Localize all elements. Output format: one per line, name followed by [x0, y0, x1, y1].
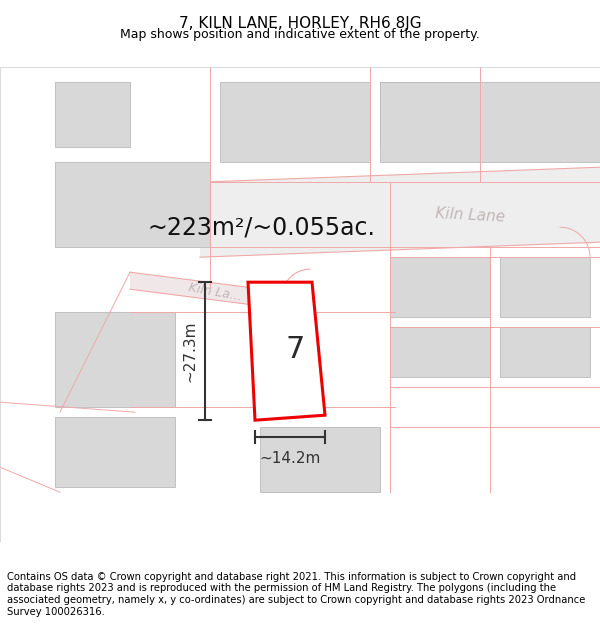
Bar [55, 82, 130, 148]
Bar [390, 258, 490, 317]
Bar [380, 82, 600, 162]
Bar [220, 82, 370, 162]
Bar [380, 82, 480, 148]
Bar [55, 312, 175, 408]
Text: ~223m²/~0.055ac.: ~223m²/~0.055ac. [148, 215, 376, 239]
Text: ~27.3m: ~27.3m [182, 321, 197, 382]
Bar [500, 258, 590, 317]
Text: 7, KILN LANE, HORLEY, RH6 8JG: 7, KILN LANE, HORLEY, RH6 8JG [179, 16, 421, 31]
Text: Kiln La...: Kiln La... [187, 281, 242, 303]
Bar [260, 428, 380, 493]
Text: Kiln Lane: Kiln Lane [435, 206, 505, 224]
Text: Contains OS data © Crown copyright and database right 2021. This information is : Contains OS data © Crown copyright and d… [7, 572, 586, 617]
Bar [390, 328, 490, 377]
Text: Map shows position and indicative extent of the property.: Map shows position and indicative extent… [120, 28, 480, 41]
Text: ~14.2m: ~14.2m [259, 451, 320, 466]
Bar [500, 328, 590, 377]
Polygon shape [248, 282, 325, 420]
Polygon shape [200, 167, 600, 258]
Bar [55, 162, 210, 247]
Bar [55, 418, 175, 488]
Text: 7: 7 [286, 336, 305, 364]
Polygon shape [130, 272, 310, 312]
